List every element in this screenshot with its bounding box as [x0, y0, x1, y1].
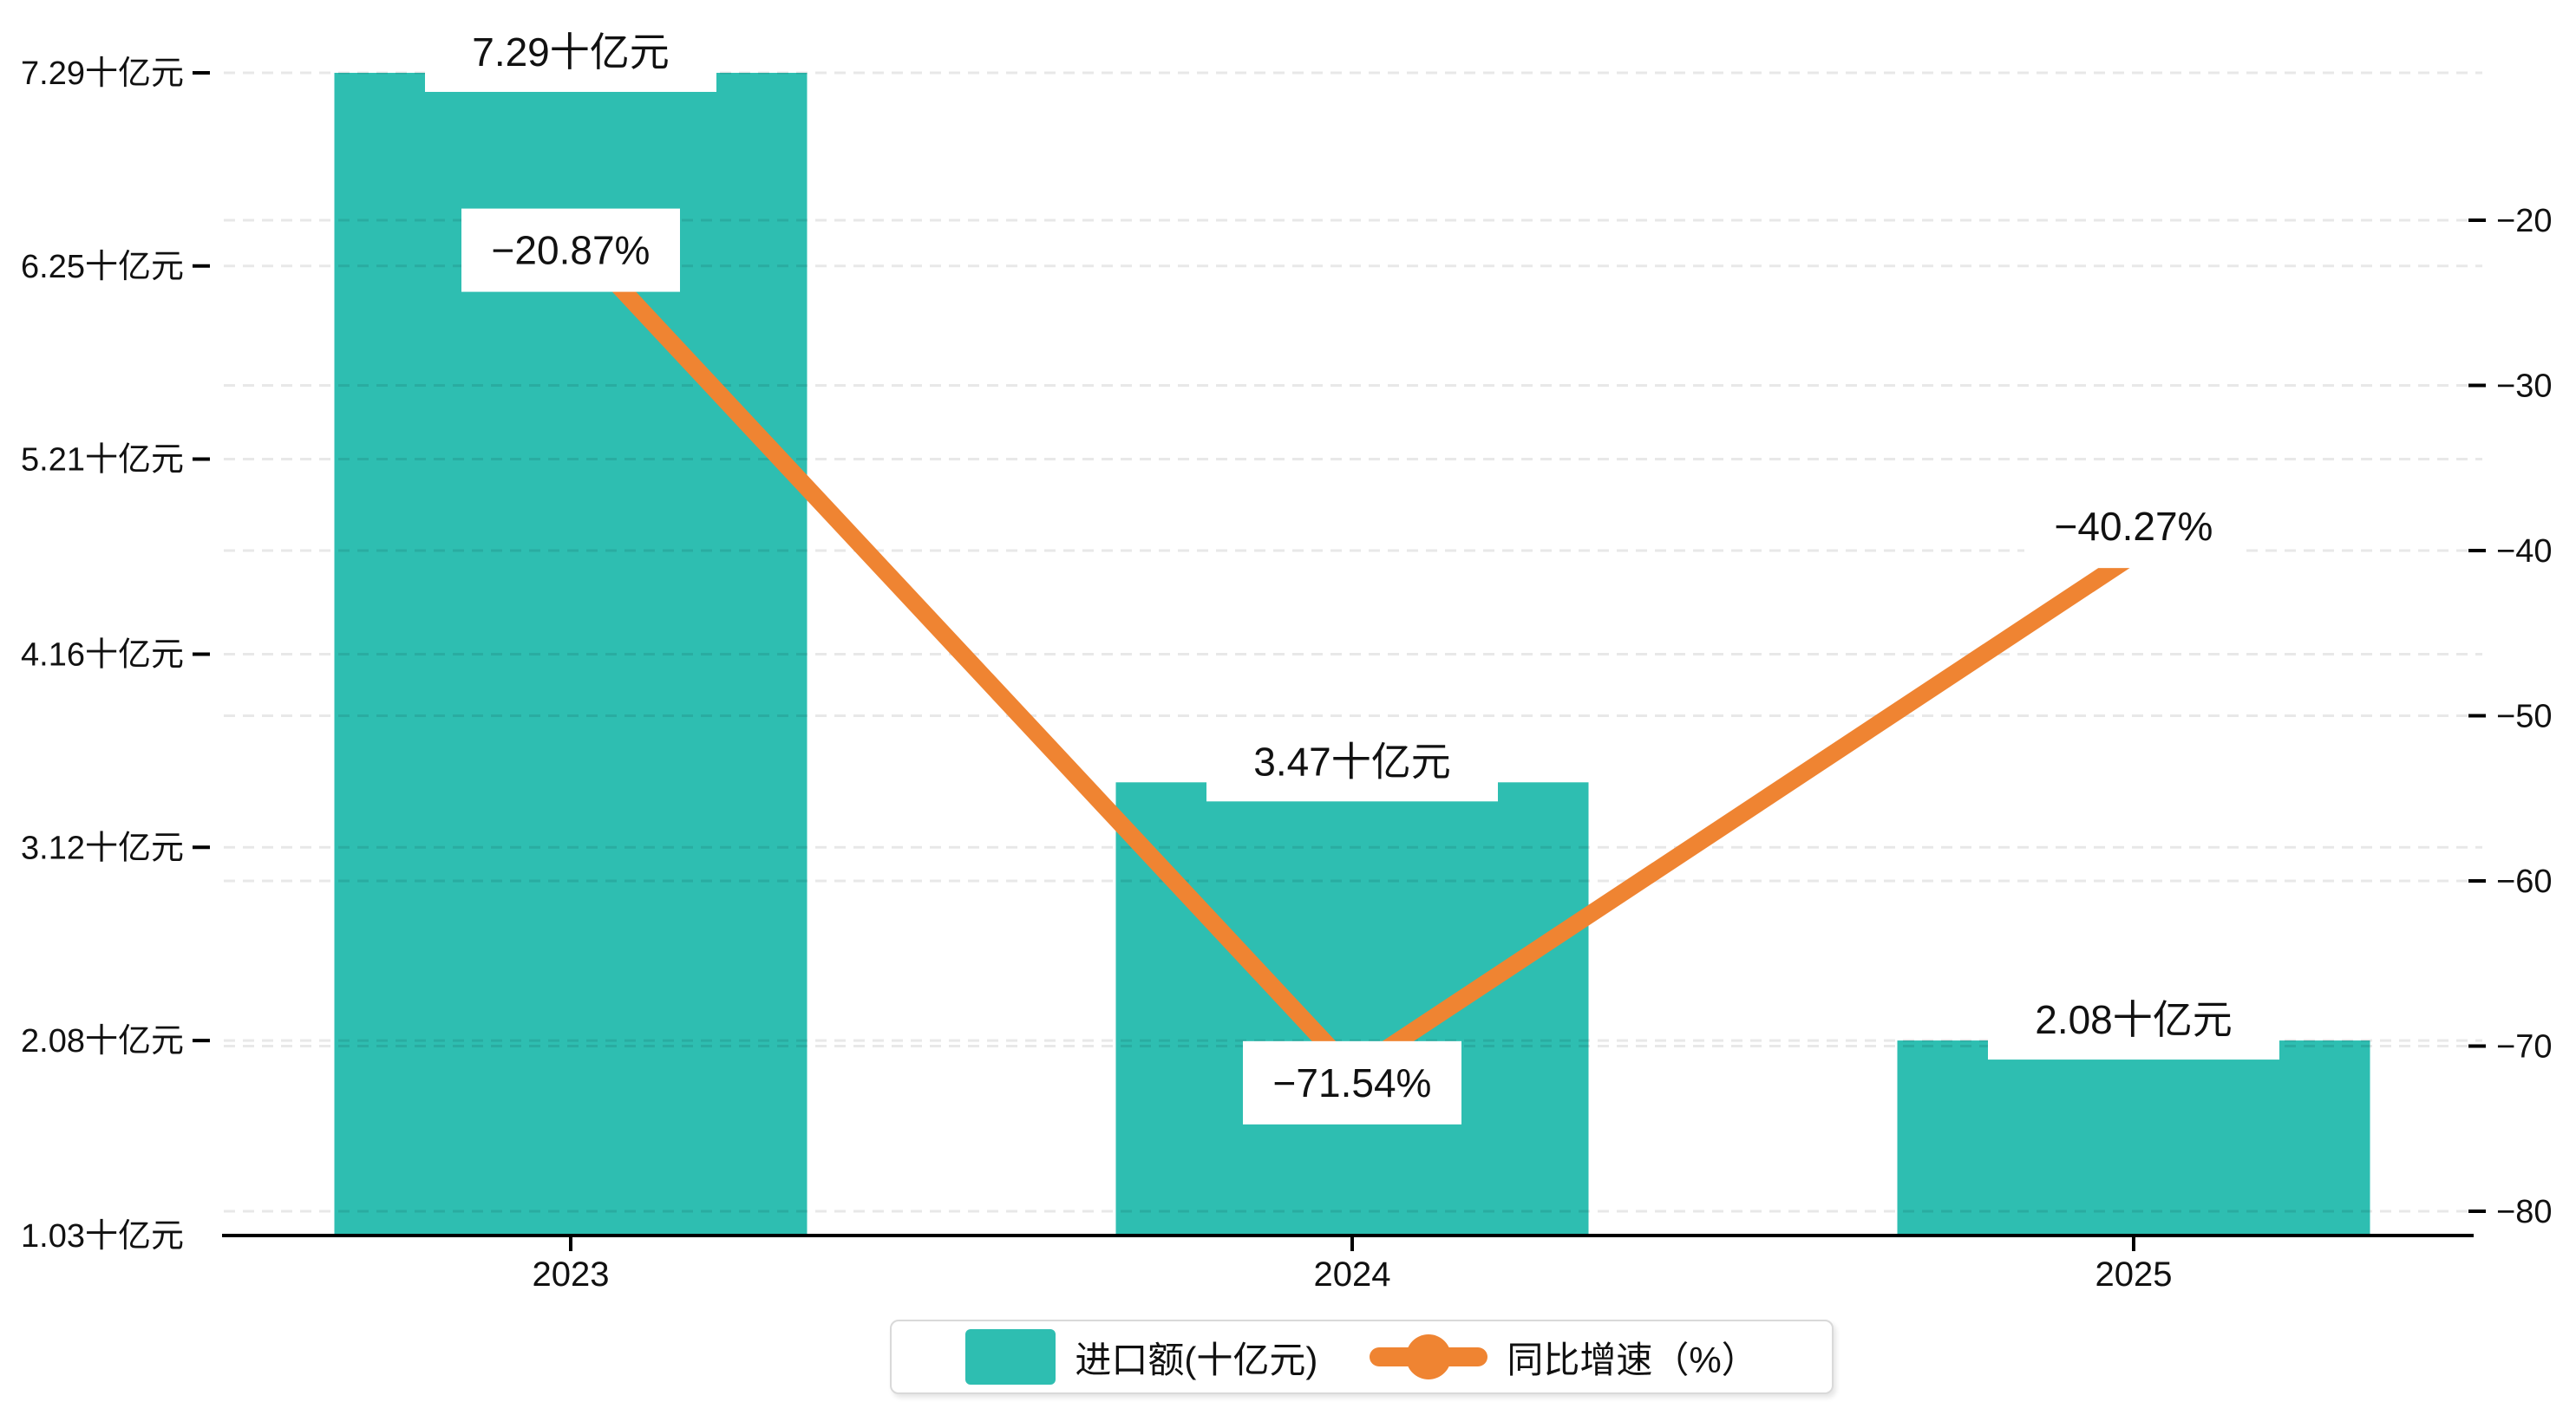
line-value-label: −71.54%	[1273, 1060, 1432, 1105]
left-axis-tick-label: 6.25十亿元	[21, 249, 184, 285]
bar-value-label-box	[1206, 721, 1498, 802]
line-series-marker-icon	[1370, 1329, 1488, 1385]
bar-2024[interactable]	[1115, 782, 1589, 1236]
bar-series-swatch-icon	[965, 1329, 1056, 1385]
line-value-label: −20.87%	[492, 228, 651, 273]
legend-item-yoy-growth[interactable]: 同比增速（%）	[1370, 1329, 1758, 1385]
right-axis-tick-label: −60	[2496, 864, 2552, 900]
bar-value-label-box	[425, 11, 716, 92]
left-axis-tick-label: 1.03十亿元	[21, 1218, 184, 1255]
x-axis-tick-label: 2024	[1314, 1255, 1391, 1294]
legend-item-import-value[interactable]: 进口额(十亿元)	[965, 1329, 1317, 1385]
left-axis-tick-label: 4.16十亿元	[21, 636, 184, 673]
bar-value-label: 3.47十亿元	[1253, 739, 1451, 784]
legend-label-import-value: 进口额(十亿元)	[1075, 1339, 1318, 1380]
line-value-label: −40.27%	[2055, 504, 2213, 549]
legend-label-yoy-growth: 同比增速（%）	[1507, 1339, 1758, 1380]
left-axis-tick-label: 3.12十亿元	[21, 830, 184, 866]
right-axis-tick-label: −70	[2496, 1029, 2552, 1066]
right-axis-tick-label: −50	[2496, 699, 2552, 735]
bar-value-label: 2.08十亿元	[2035, 997, 2233, 1042]
line-value-label-box	[2024, 485, 2243, 569]
right-axis-tick-label: −20	[2496, 203, 2552, 239]
line-value-label-box	[461, 208, 680, 292]
bar-value-label: 7.29十亿元	[472, 29, 670, 75]
bar-2025[interactable]	[1897, 1040, 2370, 1236]
line-value-label-box	[1243, 1040, 1461, 1125]
right-axis-tick-label: −40	[2496, 533, 2552, 570]
left-axis-tick-label: 2.08十亿元	[21, 1023, 184, 1060]
x-axis-tick-label: 2023	[533, 1255, 610, 1294]
left-axis-tick-label: 7.29十亿元	[21, 55, 184, 92]
x-axis-tick-label: 2025	[2095, 1255, 2173, 1294]
bar-value-label-box	[1988, 980, 2279, 1060]
legend: 进口额(十亿元) 同比增速（%）	[890, 1320, 1834, 1394]
left-axis-tick-label: 5.21十亿元	[21, 442, 184, 479]
right-axis-tick-label: −30	[2496, 368, 2552, 405]
right-axis-tick-label: −80	[2496, 1194, 2552, 1230]
